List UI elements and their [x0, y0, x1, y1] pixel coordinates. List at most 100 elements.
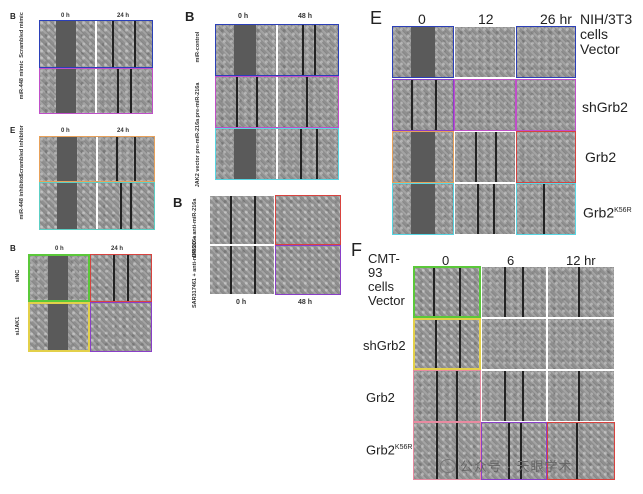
row-label: Grb2K56R	[583, 203, 632, 221]
image-frame-yellow	[28, 302, 90, 352]
time-label: 0	[442, 253, 450, 268]
row-label: Grb2	[585, 149, 617, 165]
micrograph	[393, 27, 453, 77]
micrograph	[98, 137, 154, 181]
micrograph	[548, 319, 614, 369]
micrograph	[216, 25, 276, 75]
row-label-text: Grb2	[366, 442, 395, 458]
micrograph	[414, 423, 480, 479]
panel-letter: F	[351, 240, 362, 260]
group-header: CMT-93 cells Vector	[368, 251, 405, 308]
panel-letter: B	[10, 244, 16, 253]
row-label: Grb2	[366, 390, 395, 405]
micrograph	[97, 21, 152, 67]
time-label: 0 h	[238, 13, 249, 20]
panel-letter: B	[173, 195, 183, 210]
time-label: 48 h	[298, 13, 313, 20]
time-label: 0 h	[236, 299, 247, 306]
image-frame-red	[90, 254, 152, 302]
image-frame-magenta	[516, 79, 576, 131]
micrograph	[393, 132, 453, 182]
image-frame-magenta	[39, 68, 153, 114]
image-frame-orange	[392, 131, 454, 183]
micrograph	[276, 196, 340, 244]
time-label: 26 hr	[540, 11, 572, 27]
micrograph	[210, 196, 274, 244]
micrograph	[548, 423, 614, 479]
micrograph	[91, 303, 151, 351]
row-label-superscript: K56R	[614, 207, 632, 214]
micrograph	[30, 304, 88, 350]
image-frame-blue	[39, 20, 153, 68]
time-label: 6	[507, 253, 515, 268]
micrograph	[517, 80, 575, 130]
panel-letter: B	[10, 12, 16, 21]
time-label: 0	[418, 11, 426, 27]
image-frame-teal	[39, 182, 155, 230]
image-frame-purple	[90, 302, 152, 352]
micrograph	[548, 371, 614, 421]
micrograph	[98, 183, 154, 229]
image-frame-blue	[392, 26, 454, 78]
micrograph	[482, 423, 546, 479]
image-frame-magenta	[215, 76, 339, 128]
wechat-icon	[440, 458, 456, 473]
time-label: 12 hr	[566, 253, 596, 268]
micrograph	[517, 27, 575, 77]
row-label: miR-control	[195, 31, 201, 63]
micrograph	[415, 320, 479, 368]
micrograph	[276, 246, 340, 294]
micrograph	[455, 184, 515, 234]
micrograph	[482, 267, 546, 317]
row-label: shGrb2	[363, 338, 406, 353]
image-frame-green	[413, 266, 481, 318]
image-frame-purple	[275, 245, 341, 295]
time-label: 0 h	[55, 246, 64, 252]
row-label: Grb2K56R	[366, 440, 412, 457]
image-frame-purple	[392, 79, 454, 131]
micrograph	[455, 80, 515, 130]
image-frame-yellow	[413, 318, 481, 370]
image-frame-pink	[413, 370, 481, 422]
micrograph	[97, 69, 152, 113]
row-label: siJAK1	[15, 316, 21, 336]
group-header: NIH/3T3 cells Vector	[580, 11, 633, 57]
micrograph	[216, 77, 276, 127]
micrograph	[548, 267, 614, 317]
time-label: 24 h	[117, 128, 130, 134]
time-label: 12	[478, 11, 494, 27]
micrograph	[210, 246, 274, 294]
micrograph	[278, 25, 338, 75]
time-label: 0 h	[61, 13, 70, 19]
micrograph	[393, 184, 453, 234]
micrograph	[455, 27, 515, 77]
micrograph	[40, 137, 96, 181]
image-frame-cyan	[392, 183, 454, 235]
micrograph	[40, 183, 96, 229]
micrograph	[517, 132, 575, 182]
micrograph	[482, 371, 546, 421]
image-frame-green	[28, 254, 90, 302]
watermark-text: 公众号 · 天眼学术	[460, 459, 573, 474]
micrograph	[40, 69, 95, 113]
time-label: 24 h	[111, 246, 124, 252]
row-label-text: Grb2	[583, 204, 615, 221]
image-frame-purple	[481, 422, 547, 480]
image-frame-pink	[413, 422, 481, 480]
panel-letter: E	[370, 8, 383, 28]
micrograph	[91, 255, 151, 301]
image-frame-magenta	[454, 79, 516, 131]
micrograph	[278, 77, 338, 127]
image-frame-cyan	[215, 128, 339, 180]
watermark: 公众号 · 天眼学术	[440, 456, 573, 475]
image-frame-orange	[39, 136, 155, 182]
row-label: miR-448 mimic	[19, 60, 25, 100]
row-label-superscript: K56R	[394, 444, 413, 451]
image-frame-blue	[516, 26, 576, 78]
row-label: SAR317461 + anti-miR-216a	[192, 235, 198, 308]
row-label: JAK2 vector pre-miR-216a	[195, 118, 201, 188]
micrograph	[278, 129, 338, 179]
time-label: 24 h	[117, 13, 130, 19]
time-label: 0 h	[61, 128, 70, 134]
panel-letter: B	[185, 9, 195, 24]
